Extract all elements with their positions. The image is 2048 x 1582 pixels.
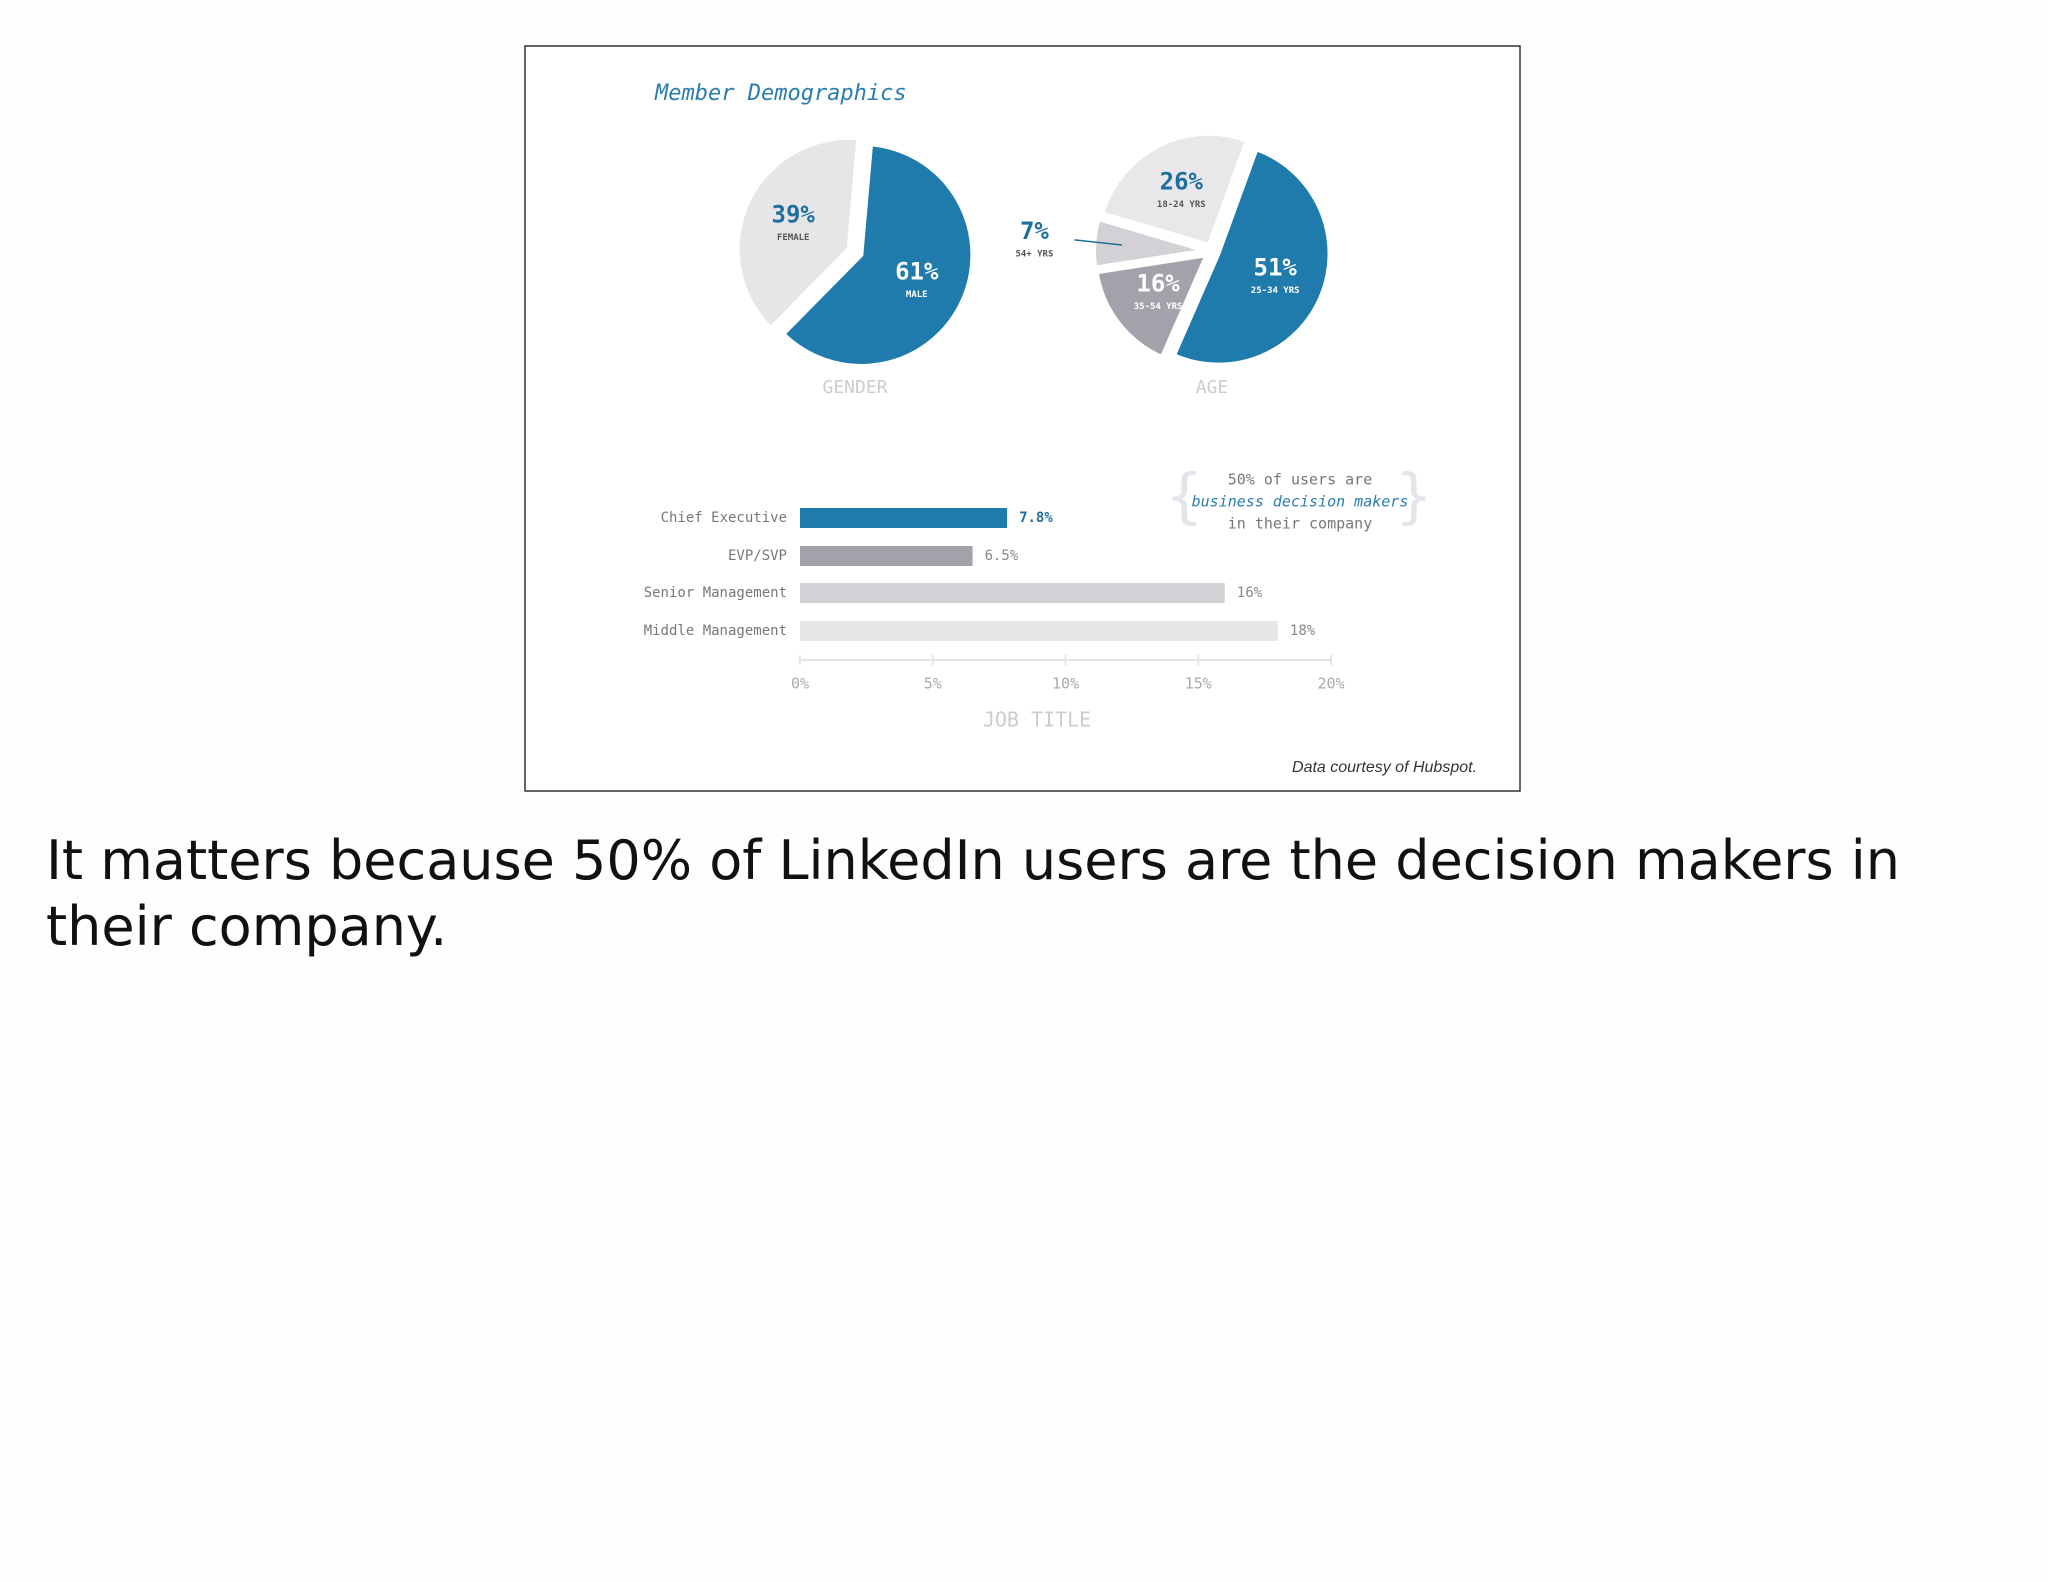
category-label: 25-34 YRS: [1251, 286, 1300, 296]
value-label: 39%: [772, 200, 816, 228]
caption: It matters because 50% of LinkedIn users…: [46, 829, 1901, 958]
pie-slice: [780, 142, 975, 368]
value-label: 16%: [1136, 270, 1180, 298]
value-label: 7.8%: [1019, 510, 1053, 526]
category-label: 54+ YRS: [1015, 249, 1053, 259]
brace: {: [1166, 462, 1202, 532]
x-tick-label: 0%: [791, 675, 809, 693]
category-label: Chief Executive: [661, 510, 787, 526]
bar: [800, 621, 1278, 641]
annotation: 50% of users are: [1228, 471, 1373, 489]
x-tick-label: 5%: [924, 675, 942, 693]
value-label: 26%: [1160, 167, 1204, 195]
value-label: 51%: [1254, 253, 1298, 281]
pie-slice: [1092, 216, 1206, 270]
x-axis-label: JOB TITLE: [983, 708, 1091, 732]
category-label: FEMALE: [777, 233, 810, 243]
x-tick-label: 20%: [1317, 675, 1344, 693]
pie-slice: [1171, 146, 1332, 367]
pie-slice: [1094, 252, 1210, 360]
pie-slice: [735, 136, 861, 331]
category-label: 18-24 YRS: [1157, 200, 1206, 210]
bar: [800, 508, 1008, 528]
category-label: EVP/SVP: [728, 548, 787, 564]
x-tick-label: 15%: [1185, 675, 1212, 693]
chart: Member Demographics Data courtesy of Hub…: [524, 45, 1521, 792]
pie-label: AGE: [1196, 377, 1229, 398]
chart-frame: [524, 45, 1521, 792]
x-tick-label: 10%: [1052, 675, 1079, 693]
value-label: 7%: [1020, 217, 1049, 245]
chart-title: Member Demographics: [654, 81, 907, 106]
value-label: 18%: [1290, 623, 1316, 639]
source: Data courtesy of Hubspot.: [1292, 759, 1477, 776]
leader-line: [1074, 239, 1123, 246]
value-label: 6.5%: [985, 548, 1019, 564]
category-label: Middle Management: [644, 623, 787, 639]
value-label: 16%: [1237, 585, 1263, 601]
bar: [800, 583, 1225, 603]
category-label: Senior Management: [644, 585, 787, 601]
category-label: 35-54 YRS: [1134, 302, 1183, 312]
pie-slice: [1099, 131, 1250, 248]
annotation: business decision makers: [1192, 493, 1409, 511]
bar: [800, 546, 973, 566]
brace: }: [1396, 462, 1432, 532]
annotation: in their company: [1228, 515, 1373, 533]
pie-label: GENDER: [822, 377, 887, 398]
category-label: MALE: [906, 290, 928, 300]
value-label: 61%: [895, 258, 939, 286]
